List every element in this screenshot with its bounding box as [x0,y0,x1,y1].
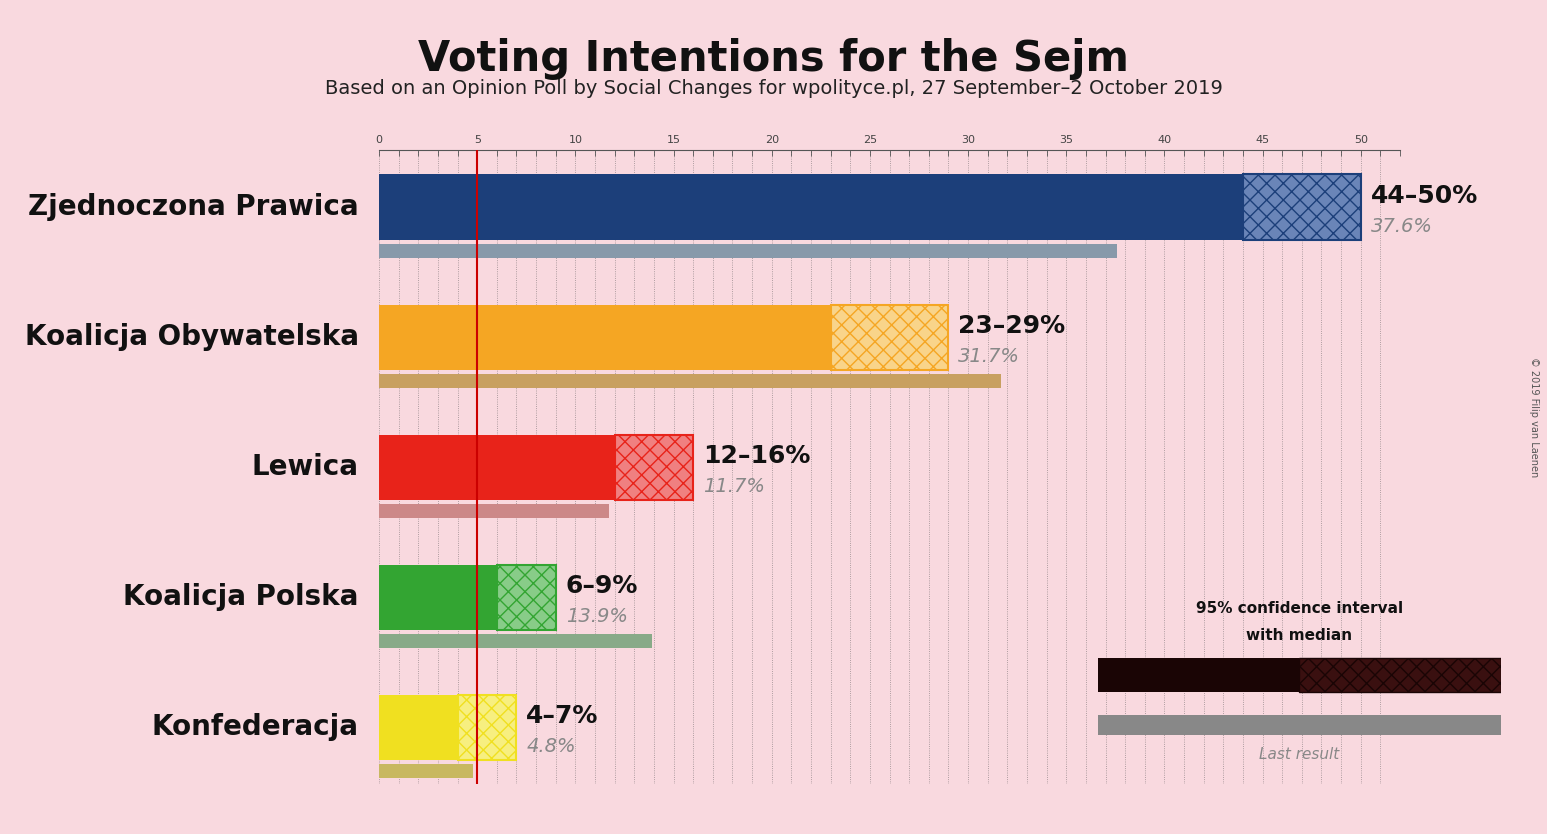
Bar [1098,715,1501,736]
Bar [379,304,831,369]
Text: Konfederacja: Konfederacja [152,713,359,741]
Bar [458,695,517,760]
Bar [379,504,610,518]
Bar [379,174,1242,239]
Bar [614,435,693,500]
Text: Koalicja Polska: Koalicja Polska [124,583,359,611]
Text: Zjednoczona Prawica: Zjednoczona Prawica [28,193,359,221]
Text: 13.9%: 13.9% [566,607,628,626]
Bar [379,374,1001,388]
Text: 11.7%: 11.7% [702,477,764,496]
Text: Based on an Opinion Poll by Social Changes for wpolityce.pl, 27 September–2 Octo: Based on an Opinion Poll by Social Chang… [325,79,1222,98]
Text: 31.7%: 31.7% [958,347,1019,366]
Text: Lewica: Lewica [252,453,359,481]
Bar [1242,174,1361,239]
Bar [379,764,473,778]
Text: with median: with median [1247,628,1352,643]
Text: 4–7%: 4–7% [526,704,599,728]
Bar [1098,657,1299,692]
Text: 4.8%: 4.8% [526,737,575,756]
Text: 6–9%: 6–9% [566,574,637,598]
Text: Last result: Last result [1259,747,1340,762]
Text: Voting Intentions for the Sejm: Voting Intentions for the Sejm [418,38,1129,79]
Text: 44–50%: 44–50% [1371,183,1477,208]
Bar [379,435,614,500]
Bar [379,565,497,630]
Text: 12–16%: 12–16% [702,444,811,468]
Text: © 2019 Filip van Laenen: © 2019 Filip van Laenen [1530,357,1539,477]
Text: 95% confidence interval: 95% confidence interval [1196,600,1403,615]
Bar [1299,657,1501,692]
Bar [831,304,948,369]
Text: 23–29%: 23–29% [958,314,1066,338]
Bar [379,244,1117,259]
Bar [497,565,555,630]
Text: Koalicja Obywatelska: Koalicja Obywatelska [25,323,359,351]
Bar [379,695,458,760]
Bar [379,634,651,648]
Text: 37.6%: 37.6% [1371,217,1433,236]
